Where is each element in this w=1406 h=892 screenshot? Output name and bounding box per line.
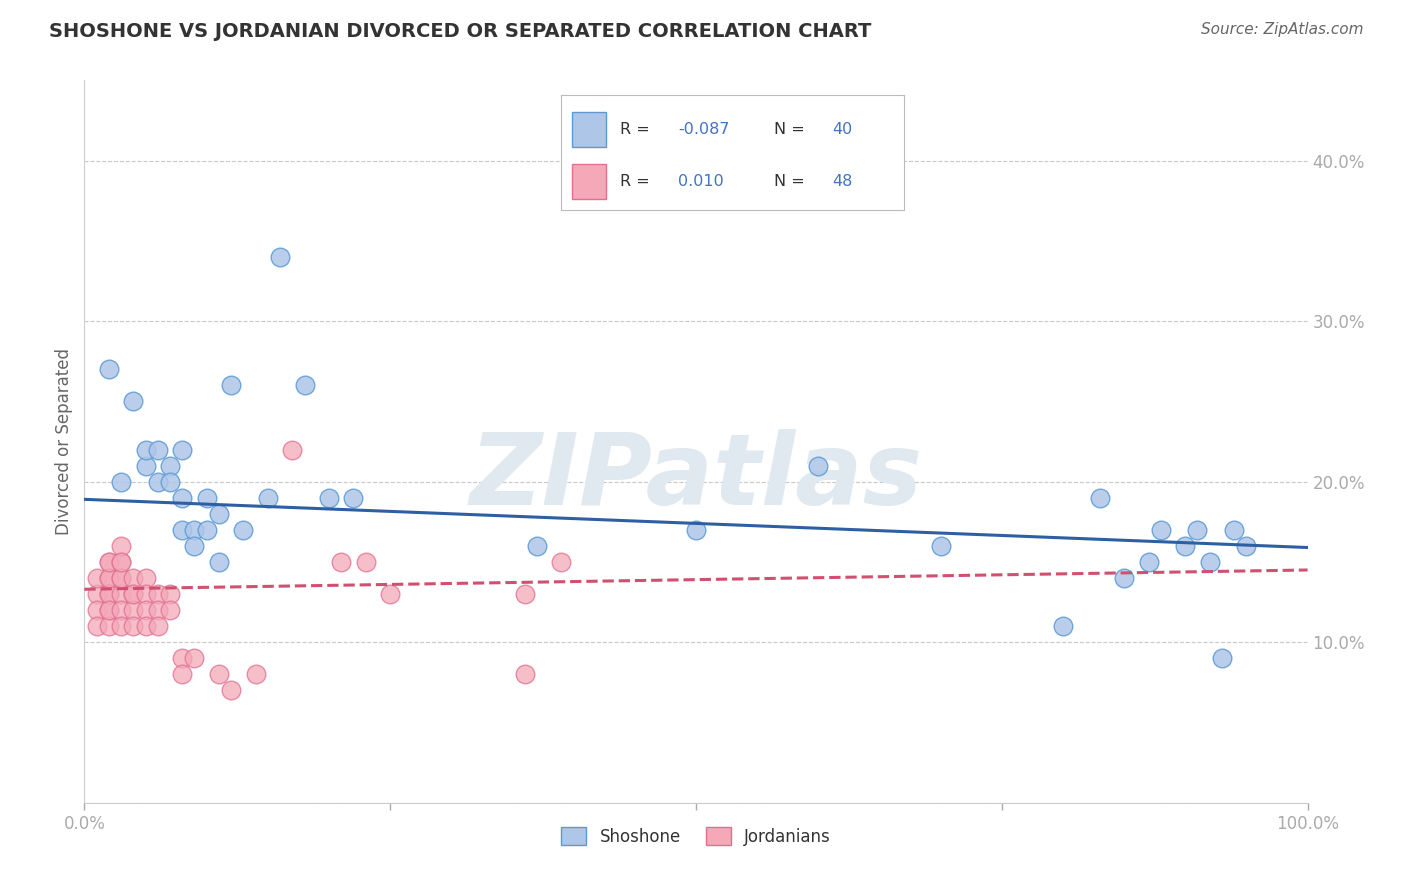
Point	[97, 571, 120, 585]
Point	[281, 442, 304, 457]
Point	[1137, 555, 1160, 569]
Point	[86, 603, 108, 617]
Point	[1187, 523, 1209, 537]
Legend: Shoshone, Jordanians: Shoshone, Jordanians	[554, 821, 838, 852]
Point	[110, 587, 132, 601]
Point	[97, 362, 120, 376]
Point	[86, 619, 108, 633]
Point	[122, 587, 145, 601]
Point	[1088, 491, 1111, 505]
Point	[172, 523, 194, 537]
Point	[146, 442, 169, 457]
Point	[1223, 523, 1246, 537]
Point	[685, 523, 707, 537]
Point	[195, 523, 218, 537]
Point	[97, 555, 120, 569]
Point	[135, 458, 157, 473]
Point	[97, 587, 120, 601]
Point	[172, 667, 194, 681]
Point	[122, 394, 145, 409]
Point	[159, 587, 181, 601]
Point	[110, 571, 132, 585]
Point	[146, 603, 169, 617]
Point	[110, 619, 132, 633]
Point	[513, 667, 536, 681]
Point	[97, 619, 120, 633]
Point	[172, 651, 194, 665]
Point	[526, 539, 548, 553]
Point	[135, 619, 157, 633]
Point	[219, 378, 242, 392]
Point	[294, 378, 316, 392]
Point	[183, 539, 205, 553]
Point	[110, 475, 132, 489]
Point	[135, 603, 157, 617]
Point	[159, 475, 181, 489]
Point	[208, 507, 231, 521]
Point	[257, 491, 280, 505]
Point	[1198, 555, 1220, 569]
Point	[97, 587, 120, 601]
Point	[1114, 571, 1136, 585]
Point	[110, 539, 132, 553]
Point	[110, 603, 132, 617]
Point	[1211, 651, 1233, 665]
Point	[122, 587, 145, 601]
Point	[342, 491, 364, 505]
Point	[929, 539, 952, 553]
Text: ZIPatlas: ZIPatlas	[470, 429, 922, 526]
Point	[172, 442, 194, 457]
Point	[219, 683, 242, 698]
Point	[159, 603, 181, 617]
Point	[135, 587, 157, 601]
Point	[269, 250, 291, 264]
Point	[183, 523, 205, 537]
Point	[208, 555, 231, 569]
Point	[159, 458, 181, 473]
Point	[97, 603, 120, 617]
Point	[1236, 539, 1258, 553]
Point	[110, 555, 132, 569]
Point	[122, 619, 145, 633]
Point	[97, 555, 120, 569]
Point	[1150, 523, 1173, 537]
Point	[172, 491, 194, 505]
Point	[232, 523, 254, 537]
Point	[86, 571, 108, 585]
Y-axis label: Divorced or Separated: Divorced or Separated	[55, 348, 73, 535]
Point	[146, 475, 169, 489]
Point	[195, 491, 218, 505]
Point	[135, 442, 157, 457]
Point	[354, 555, 377, 569]
Point	[330, 555, 353, 569]
Point	[245, 667, 267, 681]
Point	[97, 603, 120, 617]
Point	[146, 587, 169, 601]
Point	[122, 571, 145, 585]
Point	[146, 619, 169, 633]
Point	[807, 458, 830, 473]
Point	[86, 587, 108, 601]
Point	[135, 571, 157, 585]
Point	[380, 587, 402, 601]
Point	[110, 571, 132, 585]
Point	[183, 651, 205, 665]
Text: SHOSHONE VS JORDANIAN DIVORCED OR SEPARATED CORRELATION CHART: SHOSHONE VS JORDANIAN DIVORCED OR SEPARA…	[49, 22, 872, 41]
Text: Source: ZipAtlas.com: Source: ZipAtlas.com	[1201, 22, 1364, 37]
Point	[318, 491, 340, 505]
Point	[513, 587, 536, 601]
Point	[1052, 619, 1074, 633]
Point	[1174, 539, 1197, 553]
Point	[208, 667, 231, 681]
Point	[110, 555, 132, 569]
Point	[550, 555, 572, 569]
Point	[122, 603, 145, 617]
Point	[97, 571, 120, 585]
